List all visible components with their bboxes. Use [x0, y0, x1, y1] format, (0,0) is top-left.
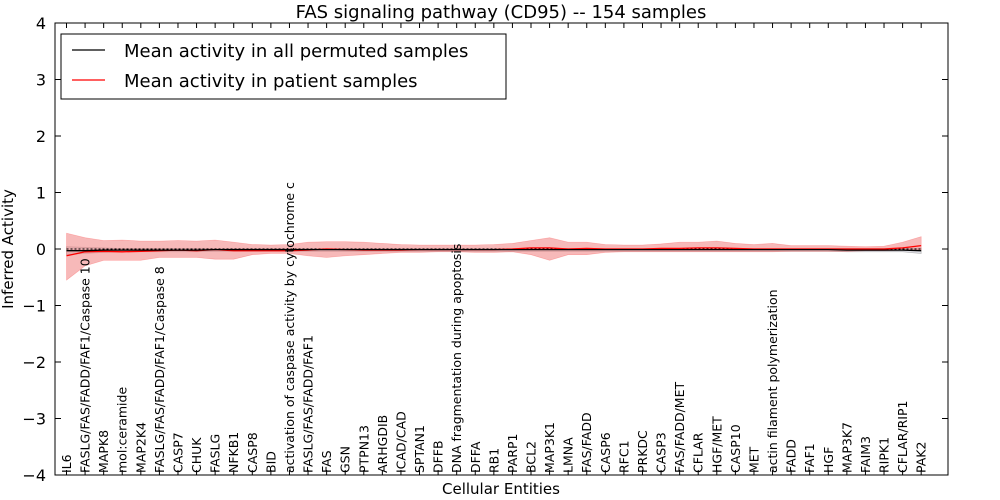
x-category-label: FASLG/FAS/FADD/FAF1 — [301, 335, 316, 473]
x-category-label: FASLG — [208, 434, 223, 473]
legend-label-permuted: Mean activity in all permuted samples — [124, 41, 468, 62]
x-category-label: MAP3K7 — [839, 422, 854, 473]
x-category-label: BID — [263, 451, 278, 473]
x-category-label: FASLG/FAS/FADD/FAF1/Caspase 8 — [152, 266, 167, 473]
x-category-label: CHUK — [189, 437, 204, 473]
legend-box — [60, 33, 507, 100]
x-category-label: PRKDC — [635, 430, 650, 473]
x-category-label: FAS/FADD — [579, 412, 594, 473]
plot-frame — [54, 22, 949, 476]
x-category-label: FAF1 — [802, 443, 817, 473]
x-category-label: FAS — [319, 450, 334, 473]
x-category-label: CFLAR — [691, 432, 706, 473]
x-category-label: FADD — [784, 439, 799, 473]
y-tick-label: 2 — [36, 127, 46, 146]
y-axis-ticks: −4 −3 −2 −1 0 1 2 3 4 — [22, 14, 948, 485]
y-tick-label: 1 — [36, 184, 46, 203]
y-tick-label: 0 — [36, 240, 46, 259]
x-category-label: RFC1 — [616, 440, 631, 473]
x-category-label: CASP7 — [170, 432, 185, 473]
x-category-label: CASP8 — [245, 432, 260, 473]
y-tick-label: 4 — [36, 14, 46, 33]
chart-title: FAS signaling pathway (CD95) -- 154 samp… — [296, 2, 707, 23]
x-category-label: SPTAN1 — [412, 425, 427, 473]
x-category-label: PARP1 — [505, 434, 520, 473]
y-tick-label: −3 — [22, 410, 46, 429]
x-category-label: IL6 — [59, 454, 74, 473]
series-lines — [66, 244, 922, 257]
y-tick-label: −4 — [22, 466, 46, 485]
x-axis-label: Cellular Entities — [442, 480, 560, 498]
y-tick-label: 3 — [36, 71, 46, 90]
x-category-label: PAK2 — [914, 442, 929, 473]
x-category-label: NFKB1 — [226, 432, 241, 473]
x-category-label: LMNA — [561, 437, 576, 473]
x-category-label: GSN — [338, 446, 353, 473]
x-category-label: FAS/FADD/MET — [672, 382, 687, 473]
x-category-label: DNA fragmentation during apoptosis — [449, 244, 464, 473]
x-category-label: actin filament polymerization — [765, 289, 780, 473]
x-category-label: HGF/MET — [709, 416, 724, 473]
x-category-label: RIPK1 — [877, 437, 892, 473]
x-category-label: MET — [746, 446, 761, 473]
x-category-label: HGF — [821, 447, 836, 473]
x-category-label: MAP2K4 — [133, 422, 148, 473]
x-category-label: MAP3K1 — [542, 422, 557, 473]
y-tick-label: −2 — [22, 353, 46, 372]
x-category-label: CASP3 — [654, 432, 669, 473]
line-permuted — [66, 248, 922, 252]
x-category-label: DFFA — [468, 441, 483, 473]
x-category-label: DFFB — [431, 440, 446, 473]
x-category-label: CASP6 — [598, 432, 613, 473]
x-category-label: PTPN13 — [356, 425, 371, 473]
x-category-label: FAIM3 — [858, 436, 873, 473]
x-category-label: CFLAR/RIP1 — [895, 401, 910, 473]
x-category-label: ICAD/CAD — [393, 411, 408, 473]
y-tick-label: −1 — [22, 297, 46, 316]
x-category-label: RB1 — [486, 448, 501, 473]
x-category-label: mol:ceramide — [115, 387, 130, 473]
legend: Mean activity in all permuted samples Me… — [60, 33, 507, 100]
x-category-label: activation of caspase activity by cytoch… — [282, 182, 297, 473]
x-category-label: BCL2 — [524, 441, 539, 473]
x-axis-ticks: IL6 FASLG/FAS/FADD/FAF1/Caspase 10 MAPK8 mo… — [59, 23, 929, 475]
x-category-label: CASP10 — [728, 424, 743, 473]
x-category-label: FASLG/FAS/FADD/FAF1/Caspase 10 — [78, 258, 93, 473]
y-axis-label: Inferred Activity — [0, 189, 17, 309]
x-category-label: ARHGDIB — [375, 415, 390, 473]
legend-label-patient: Mean activity in patient samples — [124, 71, 418, 92]
x-category-label: MAPK8 — [96, 430, 111, 473]
